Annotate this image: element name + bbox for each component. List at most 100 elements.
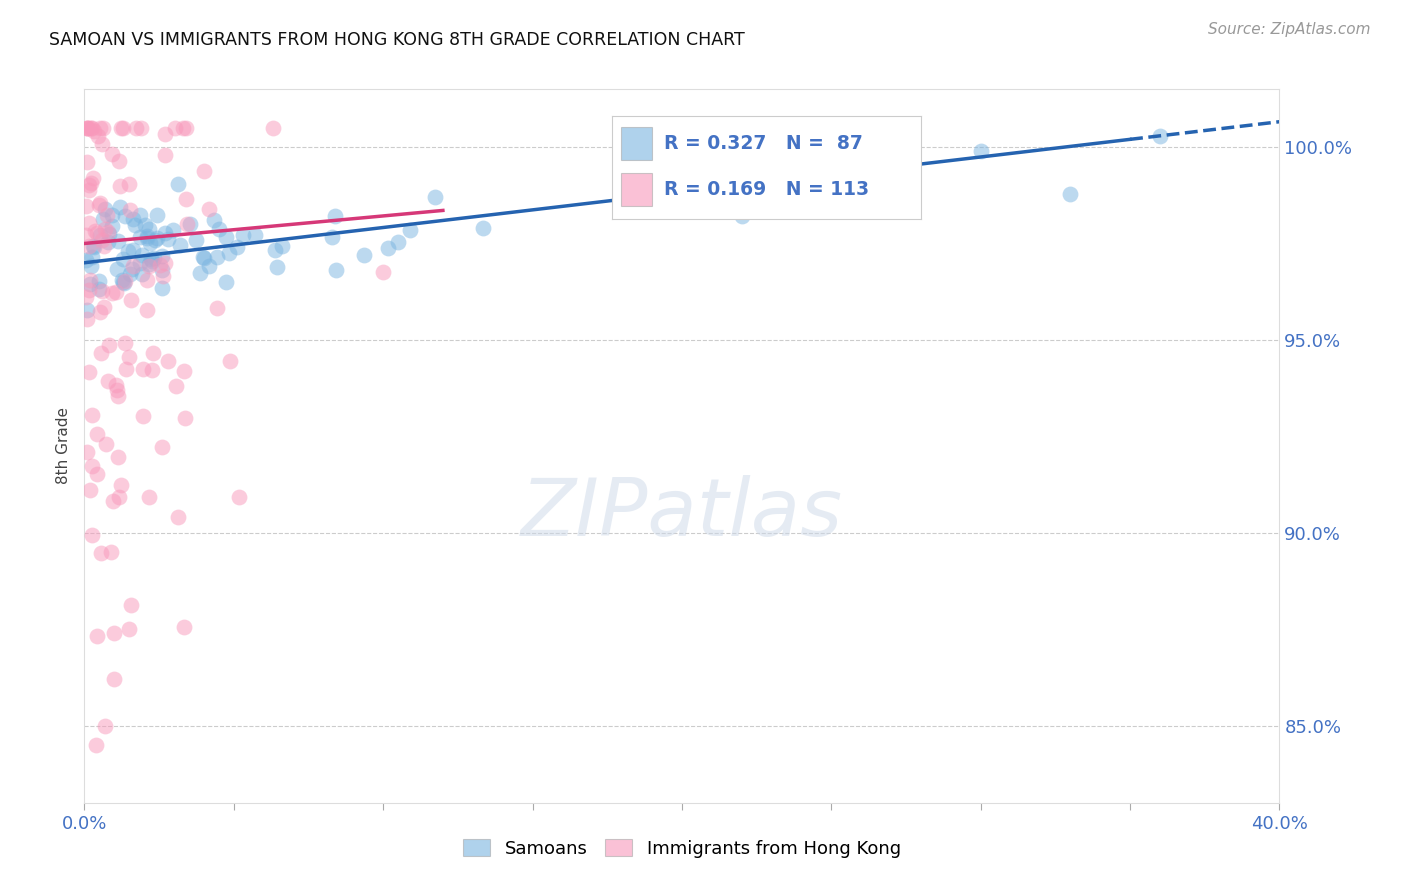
Samoans bbox=[398, 223, 420, 237]
Samoans bbox=[122, 243, 145, 257]
Samoans bbox=[186, 233, 208, 247]
Immigrants from Hong Kong bbox=[138, 259, 160, 273]
Samoans bbox=[218, 245, 240, 260]
Samoans bbox=[105, 262, 128, 277]
Immigrants from Hong Kong bbox=[157, 354, 180, 368]
Immigrants from Hong Kong bbox=[136, 303, 159, 318]
Immigrants from Hong Kong bbox=[118, 350, 141, 364]
Samoans bbox=[129, 230, 152, 244]
Immigrants from Hong Kong bbox=[219, 354, 242, 368]
Immigrants from Hong Kong bbox=[101, 146, 124, 161]
Immigrants from Hong Kong bbox=[155, 128, 177, 142]
Samoans bbox=[150, 249, 173, 263]
Immigrants from Hong Kong bbox=[118, 177, 141, 191]
Immigrants from Hong Kong bbox=[86, 467, 108, 481]
Samoans bbox=[179, 217, 201, 231]
Samoans bbox=[121, 212, 143, 227]
Samoans bbox=[208, 222, 231, 236]
Immigrants from Hong Kong bbox=[79, 216, 101, 230]
Immigrants from Hong Kong bbox=[96, 437, 118, 451]
Immigrants from Hong Kong bbox=[138, 491, 160, 505]
Immigrants from Hong Kong bbox=[91, 120, 114, 135]
Samoans bbox=[141, 252, 163, 267]
Text: Source: ZipAtlas.com: Source: ZipAtlas.com bbox=[1208, 22, 1371, 37]
Text: SAMOAN VS IMMIGRANTS FROM HONG KONG 8TH GRADE CORRELATION CHART: SAMOAN VS IMMIGRANTS FROM HONG KONG 8TH … bbox=[49, 31, 745, 49]
Immigrants from Hong Kong bbox=[79, 483, 101, 497]
Samoans bbox=[124, 218, 146, 232]
Samoans bbox=[112, 276, 135, 290]
Immigrants from Hong Kong bbox=[83, 123, 105, 137]
Immigrants from Hong Kong bbox=[129, 120, 152, 135]
Immigrants from Hong Kong bbox=[77, 120, 100, 135]
Immigrants from Hong Kong bbox=[193, 164, 215, 178]
Immigrants from Hong Kong bbox=[110, 178, 132, 193]
Bar bbox=[621, 128, 652, 160]
Samoans bbox=[134, 219, 156, 233]
Legend: Samoans, Immigrants from Hong Kong: Samoans, Immigrants from Hong Kong bbox=[456, 832, 908, 865]
Immigrants from Hong Kong bbox=[86, 427, 108, 442]
Immigrants from Hong Kong bbox=[152, 268, 174, 283]
Immigrants from Hong Kong bbox=[108, 154, 131, 169]
Immigrants from Hong Kong bbox=[118, 202, 141, 217]
Immigrants from Hong Kong bbox=[120, 598, 142, 612]
Samoans bbox=[169, 238, 191, 252]
Immigrants from Hong Kong bbox=[153, 255, 176, 269]
Immigrants from Hong Kong bbox=[141, 363, 163, 377]
Immigrants from Hong Kong bbox=[149, 258, 172, 272]
Samoans bbox=[114, 209, 136, 223]
Immigrants from Hong Kong bbox=[82, 120, 104, 135]
Immigrants from Hong Kong bbox=[125, 120, 148, 135]
Samoans bbox=[107, 234, 129, 248]
Immigrants from Hong Kong bbox=[93, 300, 115, 314]
Samoans bbox=[198, 259, 221, 273]
Samoans bbox=[129, 208, 152, 222]
Samoans bbox=[377, 241, 399, 255]
Immigrants from Hong Kong bbox=[75, 227, 97, 242]
Samoans bbox=[150, 281, 173, 295]
Immigrants from Hong Kong bbox=[118, 622, 141, 636]
Samoans bbox=[136, 231, 159, 245]
Immigrants from Hong Kong bbox=[90, 345, 112, 359]
Immigrants from Hong Kong bbox=[103, 625, 125, 640]
Immigrants from Hong Kong bbox=[174, 120, 197, 135]
Immigrants from Hong Kong bbox=[120, 293, 142, 308]
Samoans bbox=[146, 231, 169, 245]
Immigrants from Hong Kong bbox=[79, 273, 101, 287]
Immigrants from Hong Kong bbox=[100, 545, 122, 559]
Immigrants from Hong Kong bbox=[107, 450, 129, 465]
Samoans bbox=[138, 257, 160, 271]
Samoans bbox=[82, 250, 104, 264]
Samoans bbox=[89, 274, 111, 288]
Samoans bbox=[1059, 186, 1081, 201]
Samoans bbox=[205, 250, 228, 264]
Immigrants from Hong Kong bbox=[207, 301, 229, 316]
Samoans bbox=[243, 227, 266, 242]
Samoans bbox=[321, 230, 343, 244]
Immigrants from Hong Kong bbox=[89, 305, 111, 319]
Immigrants from Hong Kong bbox=[132, 362, 155, 376]
Immigrants from Hong Kong bbox=[110, 478, 132, 492]
Samoans bbox=[117, 244, 139, 258]
Immigrants from Hong Kong bbox=[86, 738, 108, 752]
Samoans bbox=[323, 209, 346, 223]
Samoans bbox=[98, 227, 121, 242]
Samoans bbox=[129, 256, 152, 270]
Immigrants from Hong Kong bbox=[76, 120, 98, 135]
Immigrants from Hong Kong bbox=[77, 183, 100, 197]
Samoans bbox=[970, 145, 993, 159]
Samoans bbox=[142, 251, 165, 265]
Immigrants from Hong Kong bbox=[80, 120, 103, 135]
Immigrants from Hong Kong bbox=[150, 441, 173, 455]
Samoans bbox=[131, 248, 153, 262]
Immigrants from Hong Kong bbox=[79, 283, 101, 297]
Immigrants from Hong Kong bbox=[114, 335, 136, 350]
Samoans bbox=[80, 259, 103, 273]
Immigrants from Hong Kong bbox=[172, 120, 194, 135]
Samoans bbox=[101, 208, 124, 222]
Samoans bbox=[266, 260, 288, 274]
Samoans bbox=[136, 229, 159, 244]
Immigrants from Hong Kong bbox=[228, 490, 250, 504]
Immigrants from Hong Kong bbox=[173, 364, 195, 378]
Immigrants from Hong Kong bbox=[77, 239, 100, 253]
Samoans bbox=[851, 164, 873, 178]
